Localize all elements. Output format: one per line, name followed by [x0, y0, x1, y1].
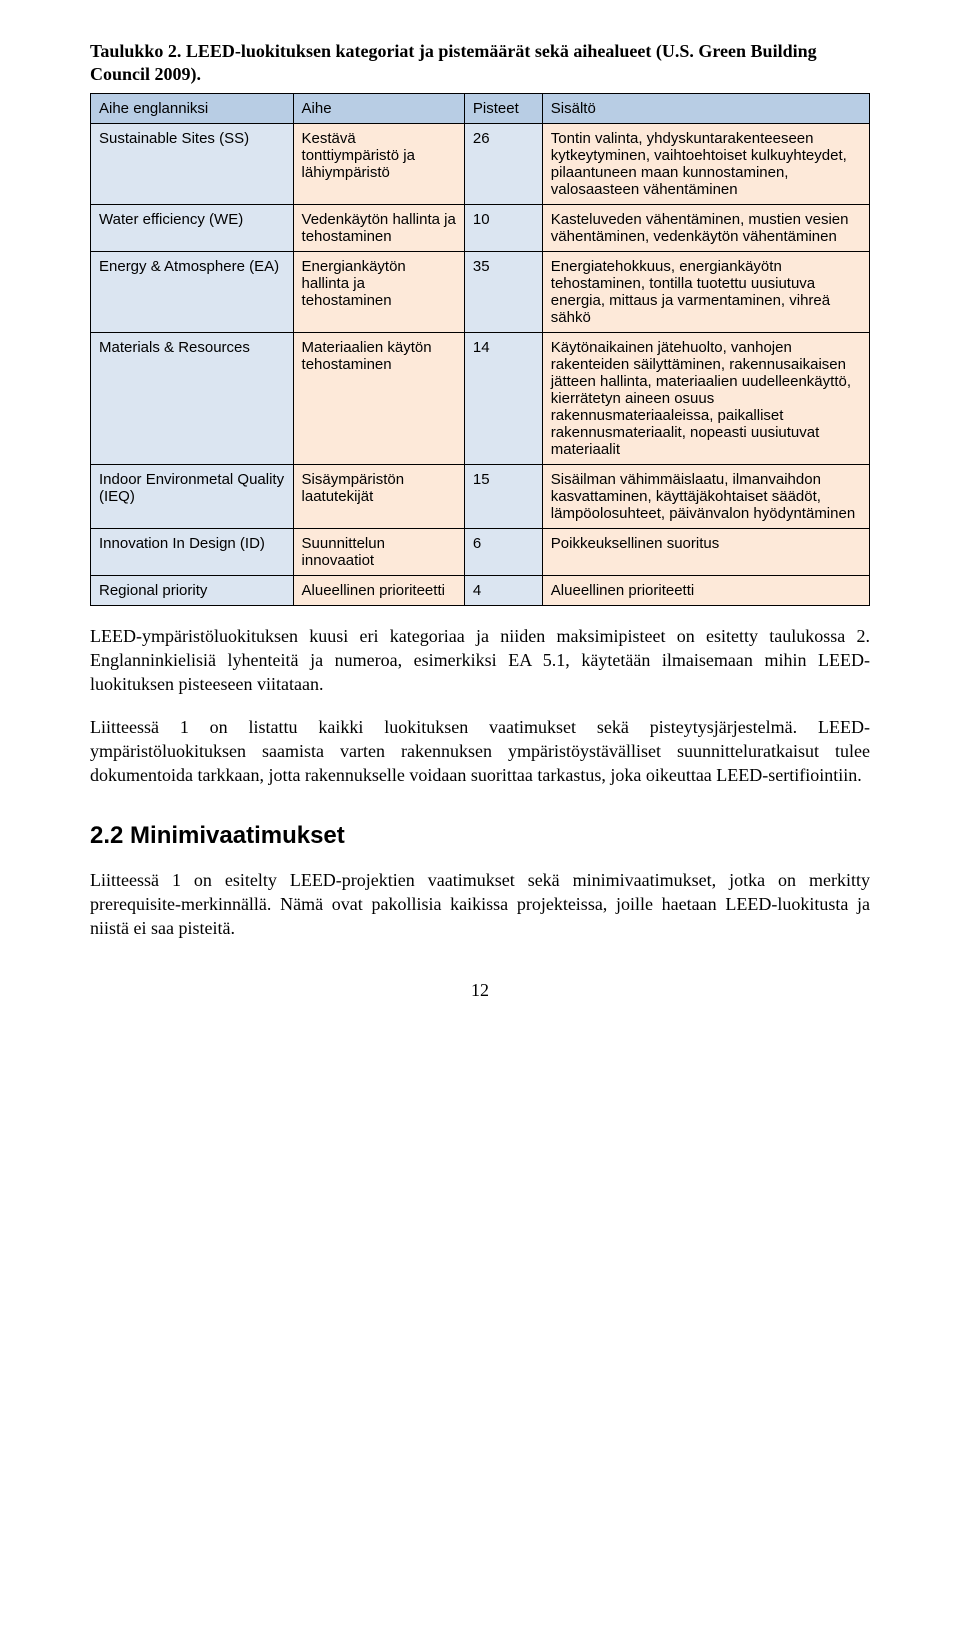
cell-topic: Indoor Environmetal Quality (IEQ) [91, 464, 294, 528]
col-header-topic: Aihe englanniksi [91, 93, 294, 123]
leed-table: Aihe englanniksi Aihe Pisteet Sisältö Su… [90, 93, 870, 606]
table-row: Materials & ResourcesMateriaalien käytön… [91, 332, 870, 464]
cell-fi: Energiankäytön hallinta ja tehostaminen [293, 251, 464, 332]
table-row: Regional priorityAlueellinen prioriteett… [91, 575, 870, 605]
paragraph-3: Liitteessä 1 on esitelty LEED-projektien… [90, 868, 870, 941]
cell-fi: Kestävä tonttiympäristö ja lähiympäristö [293, 123, 464, 204]
cell-desc: Tontin valinta, yhdyskuntarakenteeseen k… [542, 123, 869, 204]
cell-desc: Kasteluveden vähentäminen, mustien vesie… [542, 204, 869, 251]
paragraph-2: Liitteessä 1 on listattu kaikki luokituk… [90, 715, 870, 788]
cell-points: 10 [464, 204, 542, 251]
col-header-pts: Pisteet [464, 93, 542, 123]
cell-topic: Regional priority [91, 575, 294, 605]
col-header-fi: Aihe [293, 93, 464, 123]
cell-fi: Vedenkäytön hallinta ja tehostaminen [293, 204, 464, 251]
section-heading: 2.2 Minimivaatimukset [90, 822, 870, 850]
table-row: Water efficiency (WE)Vedenkäytön hallint… [91, 204, 870, 251]
cell-points: 14 [464, 332, 542, 464]
table-row: Innovation In Design (ID)Suunnittelun in… [91, 528, 870, 575]
cell-points: 26 [464, 123, 542, 204]
cell-topic: Sustainable Sites (SS) [91, 123, 294, 204]
cell-desc: Energiatehokkuus, energiankäyötn tehosta… [542, 251, 869, 332]
table-row: Energy & Atmosphere (EA)Energiankäytön h… [91, 251, 870, 332]
cell-topic: Innovation In Design (ID) [91, 528, 294, 575]
table-caption: Taulukko 2. LEED-luokituksen kategoriat … [90, 40, 870, 87]
table-header-row: Aihe englanniksi Aihe Pisteet Sisältö [91, 93, 870, 123]
cell-desc: Käytönaikainen jätehuolto, vanhojen rake… [542, 332, 869, 464]
table-row: Indoor Environmetal Quality (IEQ)Sisäymp… [91, 464, 870, 528]
cell-topic: Energy & Atmosphere (EA) [91, 251, 294, 332]
cell-fi: Materiaalien käytön tehostaminen [293, 332, 464, 464]
cell-desc: Poikkeuksellinen suoritus [542, 528, 869, 575]
cell-topic: Materials & Resources [91, 332, 294, 464]
cell-points: 15 [464, 464, 542, 528]
cell-fi: Sisäympäristön laatutekijät [293, 464, 464, 528]
cell-points: 6 [464, 528, 542, 575]
cell-desc: Sisäilman vähimmäislaatu, ilmanvaihdon k… [542, 464, 869, 528]
table-row: Sustainable Sites (SS)Kestävä tonttiympä… [91, 123, 870, 204]
paragraph-1: LEED-ympäristöluokituksen kuusi eri kate… [90, 624, 870, 697]
cell-fi: Suunnittelun innovaatiot [293, 528, 464, 575]
cell-desc: Alueellinen prioriteetti [542, 575, 869, 605]
col-header-desc: Sisältö [542, 93, 869, 123]
cell-topic: Water efficiency (WE) [91, 204, 294, 251]
cell-points: 35 [464, 251, 542, 332]
page-number: 12 [90, 980, 870, 1001]
cell-fi: Alueellinen prioriteetti [293, 575, 464, 605]
cell-points: 4 [464, 575, 542, 605]
